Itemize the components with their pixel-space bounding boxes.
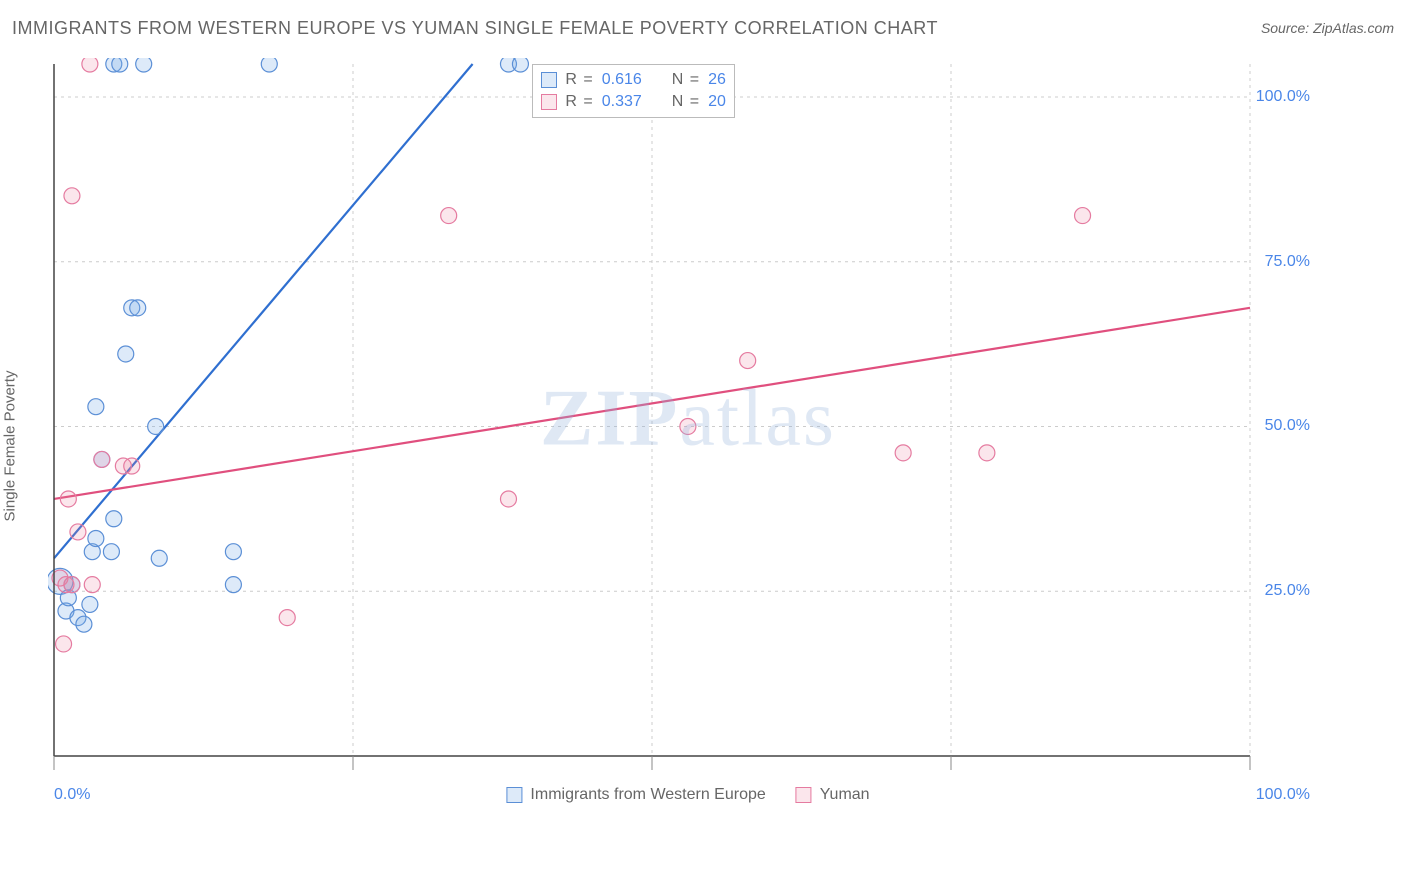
y-tick-label: 25.0% [1265,582,1310,600]
legend-swatch [506,787,522,803]
corr-row-western_europe: R = 0.616 N = 26 [541,69,725,91]
x-tick-min-label: 0.0% [54,786,90,804]
series-legend: Immigrants from Western Europe Yuman [506,786,869,804]
r-label: R = [565,93,593,111]
r-label: R = [565,71,593,89]
n-value: 26 [708,71,726,89]
x-tick-max-label: 100.0% [1256,786,1310,804]
r-value: 0.337 [602,93,654,111]
r-value: 0.616 [602,71,654,89]
chart-title: IMMIGRANTS FROM WESTERN EUROPE VS YUMAN … [12,18,938,38]
legend-label: Yuman [820,786,870,804]
legend-swatch [796,787,812,803]
legend-swatch [541,94,557,110]
corr-row-yuman: R = 0.337 N = 20 [541,91,725,113]
y-axis-label: Single Female Poverty [2,371,19,522]
n-label: N = [672,93,700,111]
n-value: 20 [708,93,726,111]
correlation-legend: R = 0.616 N = 26 R = 0.337 N = 20 [532,64,734,118]
legend-swatch [541,72,557,88]
legend-item-western_europe: Immigrants from Western Europe [506,786,765,804]
source-attribution: Source: ZipAtlas.com [1261,20,1394,36]
y-tick-label: 50.0% [1265,417,1310,435]
y-tick-label: 75.0% [1265,253,1310,271]
legend-item-yuman: Yuman [796,786,870,804]
y-tick-label: 100.0% [1256,88,1310,106]
legend-label: Immigrants from Western Europe [530,786,765,804]
n-label: N = [672,71,700,89]
chart-area: ZIPatlas R =0.616N =26R =0.337N =20 25.0… [48,58,1328,810]
scatter-plot [48,58,1328,810]
